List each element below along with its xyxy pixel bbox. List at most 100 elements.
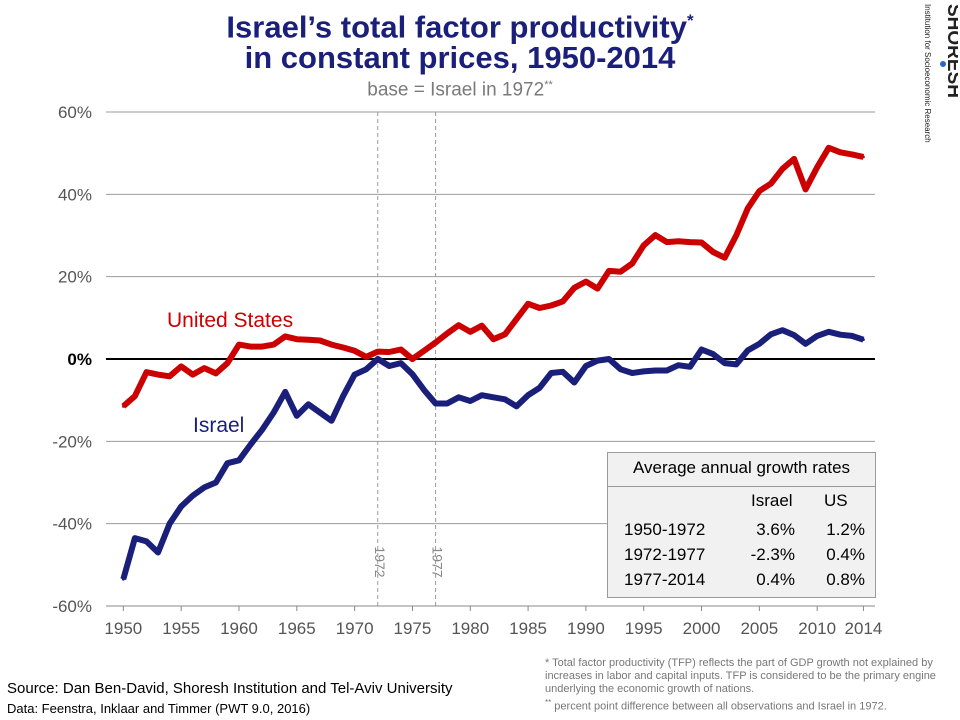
logo-name: SHORESH [943,4,958,98]
data-point [353,373,357,377]
data-point [734,234,738,237]
data-point [700,241,703,244]
footnotes: * Total factor productivity (TFP) reflec… [545,657,955,714]
axes: 60% 40% 20% 0% -20% -40% -60% 1950 1955 1960 1965 1… [52,103,882,638]
chart-title-line2: in constant prices, 1950-2014 [244,40,676,75]
data-point [596,359,599,363]
data-source-note: Data: Feenstra, Inklaar and Timmer (PWT … [7,701,311,716]
x-tick-label: 1980 [451,619,489,638]
data-point [364,355,368,359]
data-point [677,363,680,367]
source-note: Source: Dan Ben-David, Shoresh Instituti… [7,680,453,697]
data-point [827,330,831,334]
data-point [503,332,507,336]
data-point [723,256,727,260]
data-point [561,299,565,303]
marker-label: 1972 [372,546,388,577]
growth-rates-table: Average annual growth rates Israel US 19… [607,452,876,598]
y-tick-label: 20% [58,268,92,287]
y-tick-label: 40% [58,185,92,204]
y-tick-label: 0% [67,350,92,369]
data-point [399,361,403,365]
data-point [549,304,553,307]
growth-table-title: Average annual growth rates [632,458,851,477]
data-point [260,428,264,432]
data-point [607,357,611,361]
x-tick-label: 2000 [683,619,721,638]
data-point [526,393,530,397]
data-point [665,369,669,372]
data-point [260,345,264,349]
series-label: Israel [193,414,244,437]
growth-row-israel: 0.4% [756,570,795,589]
data-point [168,374,172,378]
data-point [318,339,322,342]
data-point [491,395,495,399]
data-point [515,404,518,408]
data-point [411,357,414,361]
data-point [145,370,148,374]
data-point [353,349,357,353]
data-point [434,341,437,344]
growth-row-period: 1950-1972 [624,520,706,539]
data-point [711,250,715,254]
y-tick-label: -60% [52,597,92,616]
growth-col-us: US [824,491,848,510]
title-footnote-mark: * [686,11,694,30]
logo-tagline: Institution for Socioeconomic Research [923,4,932,143]
data-point [306,338,310,342]
data-point [838,333,842,337]
data-point [422,388,426,392]
x-tick-label: 1950 [104,619,142,638]
data-point [168,522,172,526]
data-point [538,306,542,310]
data-point [653,369,657,372]
data-point [237,458,241,462]
data-point [364,367,368,371]
data-point [341,394,345,398]
data-point [769,332,773,336]
data-point [457,323,461,327]
data-point [526,302,530,306]
footnote-base: ** percent point difference between all … [545,698,887,713]
data-point [584,280,588,284]
y-tick-label: -20% [52,432,92,451]
x-tick-label: 1995 [625,619,663,638]
data-point [653,233,657,237]
data-point [237,343,241,346]
growth-table-divider [608,486,875,487]
growth-row-period: 1977-2014 [624,570,706,589]
data-point [827,146,831,150]
data-point [688,365,692,369]
series-labels: United States Israel [167,309,293,437]
growth-row-us: 0.4% [826,545,865,564]
data-point [804,187,808,191]
data-point [156,373,160,377]
subtitle-footnote-mark: ** [544,79,553,91]
data-point [202,366,206,370]
data-point [862,338,865,342]
y-tick-label: -40% [52,515,92,534]
data-point [422,349,426,353]
data-point [249,443,252,447]
x-tick-label: 2005 [740,619,778,638]
data-point [607,269,611,273]
data-point [318,411,322,414]
x-tick-label: 1970 [336,619,374,638]
data-point [249,345,252,349]
data-point [387,364,391,368]
data-point [330,419,333,423]
data-point [815,334,819,338]
data-point [272,343,276,346]
data-point [642,243,646,247]
x-tick-label: 1965 [278,619,316,638]
data-point [630,262,634,265]
data-point [723,361,727,365]
data-point [619,367,622,371]
data-point [711,352,715,356]
data-point [792,157,796,161]
growth-col-israel: Israel [751,491,793,510]
footnote-tfp: * Total factor productivity (TFP) reflec… [545,657,936,695]
data-point [387,350,391,354]
data-point [561,370,565,374]
